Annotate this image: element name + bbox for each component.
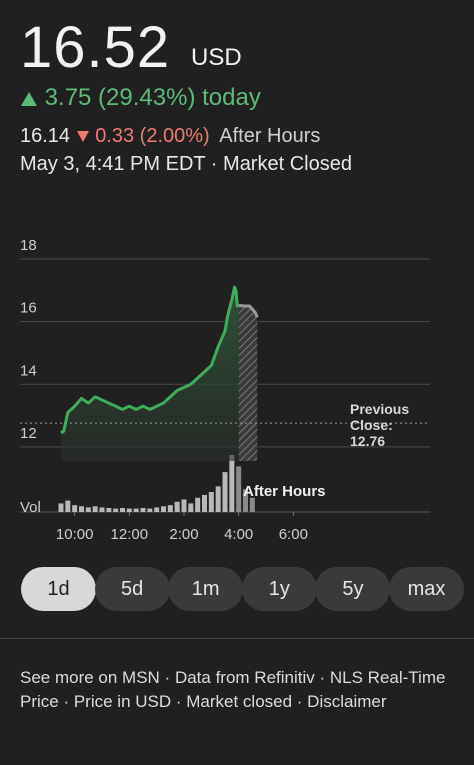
y-tick-label: 18 (20, 237, 37, 254)
volume-bar (92, 506, 98, 512)
y-tick-label: 12 (20, 425, 37, 442)
volume-bar (140, 508, 146, 512)
previous-close: Previous Close: 12.76 (350, 401, 430, 449)
volume-bar (65, 500, 71, 512)
change-row: 3.75 (29.43%) today (20, 84, 261, 112)
volume-bar (208, 492, 214, 512)
volume-bar (79, 506, 84, 512)
previous-close-value: 12.76 (350, 433, 386, 449)
footer: See more on MSN · Data from Refinitiv · … (20, 668, 446, 711)
volume-bar (126, 508, 132, 512)
after-hours-row: 16.14 0.33 (2.00%) After Hours (20, 125, 320, 148)
volume-bar (113, 508, 119, 512)
up-arrow (21, 91, 37, 106)
change: 3.75 (29.43%) today (44, 84, 261, 111)
y-tick-label: 14 (20, 362, 37, 379)
after-hours-label: After Hours (219, 125, 321, 147)
volume-label: Vol (20, 499, 41, 516)
volume-bar (167, 505, 173, 512)
volume-bar (181, 499, 187, 512)
separator (0, 638, 474, 639)
price: 16.52 (20, 15, 171, 80)
volume-bar (188, 503, 194, 512)
after-hours-annotation: After Hours (243, 483, 326, 500)
volume-bar (106, 508, 112, 512)
price-line (238, 303, 259, 318)
timestamp: May 3, 4:41 PM EDT · Market Closed (20, 153, 352, 175)
range-button[interactable]: 1m (168, 567, 244, 611)
volume-bar (154, 507, 160, 512)
currency: USD (191, 44, 242, 71)
volume-bar (147, 508, 153, 512)
volume-bar (236, 466, 242, 512)
x-tick-label: 6:00 (279, 526, 308, 543)
price-line (60, 285, 240, 435)
price-area (238, 305, 258, 461)
after-hours-price: 16.14 (20, 125, 71, 147)
range-button[interactable]: 1d (21, 567, 96, 611)
volume-bar (215, 486, 221, 512)
down-arrow (76, 131, 89, 143)
range-button[interactable]: 5d (94, 567, 170, 611)
volume-bar (202, 494, 207, 512)
chart: 12 14 16 18 10:00 12:00 2:00 4:00 6:00 Vol After H… (20, 237, 430, 543)
range-button[interactable]: 5y (315, 567, 391, 611)
x-tick-label: 10:00 (56, 526, 94, 543)
x-tick-label: 12:00 (111, 526, 149, 543)
x-tick-label: 4:00 (224, 526, 253, 543)
volume-bar (133, 508, 139, 512)
volume-bar (85, 507, 91, 512)
previous-close-label: Previous Close: (350, 401, 410, 433)
volume-bar (99, 507, 105, 512)
x-tick-label: 2:00 (169, 526, 198, 543)
volume-bar (120, 508, 125, 512)
volume-bar (222, 472, 228, 512)
y-tick-label: 16 (20, 300, 37, 317)
after-hours-change: 0.33 (2.00%) (95, 125, 210, 147)
volume-bar (58, 503, 64, 512)
price-area (61, 287, 239, 461)
volume-bar (161, 506, 166, 512)
volume-bar (249, 497, 255, 512)
volume-bar (72, 505, 78, 512)
volume-bar (174, 501, 180, 512)
volume-bar (195, 497, 201, 512)
range-button[interactable]: max (389, 567, 464, 611)
volume-bar (243, 489, 248, 512)
volume-bar (229, 455, 235, 512)
range-button[interactable]: 1y (241, 567, 317, 611)
